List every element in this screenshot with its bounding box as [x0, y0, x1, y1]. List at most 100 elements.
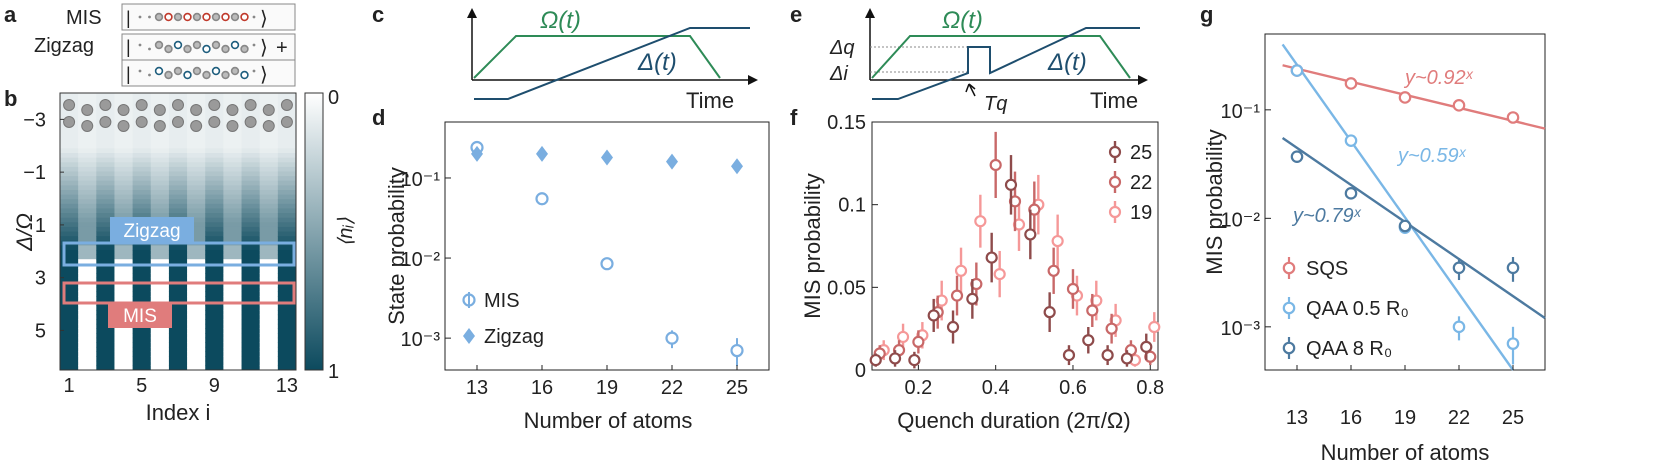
- atom-b: [208, 116, 221, 128]
- panel-letter-e: e: [790, 2, 802, 27]
- chain-atom: [183, 12, 192, 22]
- heatmap-cell: [60, 148, 79, 154]
- heatmap-cell: [259, 199, 279, 205]
- heatmap-cell: [114, 176, 134, 182]
- heatmap-cell: [277, 226, 297, 232]
- heatmap-cell: [259, 194, 279, 200]
- heatmap-cell: [60, 129, 79, 136]
- heatmap-cell: [223, 319, 243, 325]
- heatmap-cell: [114, 189, 134, 196]
- heatmap-cell: [259, 273, 279, 279]
- atom-b: [117, 104, 130, 116]
- panel-e: Ω(t) Δ(t) Δq Δi Tq Time: [829, 7, 1148, 115]
- c-vert-arrowhead: [467, 8, 477, 18]
- heatmap-cell: [223, 328, 243, 334]
- heatmap-cell: [168, 333, 188, 339]
- heatmap-cell: [60, 309, 79, 316]
- atom-b: [135, 116, 148, 128]
- heatmap-cell: [168, 180, 188, 186]
- heatmap-cell: [114, 199, 134, 205]
- heatmap-cell: [132, 199, 152, 205]
- heatmap-cell: [78, 129, 97, 136]
- heatmap-cell: [168, 162, 188, 168]
- heatmap-cell: [241, 185, 261, 191]
- heatmap-cell: [60, 185, 79, 191]
- heatmap-cell: [132, 203, 152, 209]
- heatmap-cell: [96, 129, 115, 136]
- ket-end-3: ⟩: [260, 64, 268, 86]
- g-y-tick: 10⁻²: [1221, 209, 1261, 231]
- chain-atom: [154, 66, 164, 76]
- heatmap-cell: [114, 97, 134, 103]
- heatmap-cell: [259, 189, 279, 196]
- chain-atom: [173, 12, 183, 22]
- atom-b: [172, 116, 184, 128]
- heatmap-cell: [205, 111, 224, 117]
- heatmap-cell: [277, 148, 297, 154]
- d-x-tick: 16: [531, 377, 553, 399]
- heatmap-cell: [168, 309, 188, 316]
- f-legend-marker: [1108, 205, 1122, 219]
- heatmap-cell: [223, 208, 243, 214]
- f-legend-marker: [1108, 175, 1122, 189]
- heatmap-cell: [205, 139, 224, 145]
- heatmap-cell: [259, 296, 279, 302]
- heatmap-cell: [132, 162, 152, 168]
- panel-d: 13 16 19 22 25 10⁻³ 10⁻² 10⁻¹ State probability…: [384, 121, 770, 433]
- heatmap-cell: [132, 249, 152, 256]
- heatmap-cell: [60, 337, 79, 343]
- heatmap-cell: [150, 93, 170, 99]
- heatmap-cell: [60, 249, 79, 256]
- heatmap-cell: [241, 286, 261, 293]
- heatmap-cell: [114, 342, 134, 348]
- heatmap-cell: [241, 351, 261, 357]
- heatmap-cell: [168, 194, 188, 200]
- heatmap-cell: [150, 333, 170, 339]
- heatmap-cell: [259, 97, 279, 103]
- heatmap-cell: [150, 129, 170, 136]
- heatmap-cell: [205, 217, 224, 223]
- heatmap-cell: [78, 291, 97, 297]
- heatmap-cell: [277, 337, 297, 343]
- d-legend-mis-label: MIS: [484, 290, 520, 312]
- heatmap-cell: [132, 180, 152, 186]
- heatmap-cell: [168, 148, 188, 154]
- heatmap-cell: [241, 346, 261, 353]
- heatmap-cell: [150, 139, 170, 145]
- heatmap-cell: [241, 254, 261, 260]
- heatmap-frame: [59, 92, 297, 371]
- heatmap-cell: [187, 162, 206, 168]
- heatmap-cell: [223, 116, 243, 122]
- heatmap-cell: [259, 166, 279, 172]
- atom-b: [280, 99, 293, 111]
- heatmap-cell: [205, 245, 224, 251]
- heatmap-cell: [205, 129, 224, 136]
- heatmap-cell: [60, 134, 79, 140]
- chain-atom: [183, 44, 192, 54]
- heatmap-cell: [223, 176, 243, 182]
- heatmap-cell: [132, 333, 152, 339]
- heatmap-cell: [259, 286, 279, 293]
- atom-b: [226, 120, 239, 132]
- heatmap-cell: [132, 213, 152, 219]
- heatmap-cell: [259, 162, 279, 168]
- g-x-tick: 22: [1448, 407, 1470, 429]
- heatmap-cell: [187, 268, 206, 274]
- heatmap-cell: [168, 249, 188, 256]
- heatmap-cell: [168, 259, 188, 265]
- c-delta-label: Δ(t): [637, 49, 677, 76]
- g-point: [1506, 261, 1520, 275]
- heatmap-cell: [259, 222, 279, 228]
- chain-dot: [138, 43, 142, 47]
- heatmap-cell: [168, 143, 188, 149]
- panel-letter-a: a: [4, 2, 17, 27]
- heatmap-cell: [277, 162, 297, 168]
- heatmap-cell: [168, 171, 188, 177]
- heatmap-cell: [241, 157, 261, 163]
- heatmap-cell: [60, 342, 79, 348]
- heatmap-cell: [78, 148, 97, 154]
- atom-b: [262, 104, 275, 116]
- heatmap-cell: [168, 203, 188, 209]
- atom-b: [81, 120, 94, 132]
- heatmap-cell: [205, 291, 224, 297]
